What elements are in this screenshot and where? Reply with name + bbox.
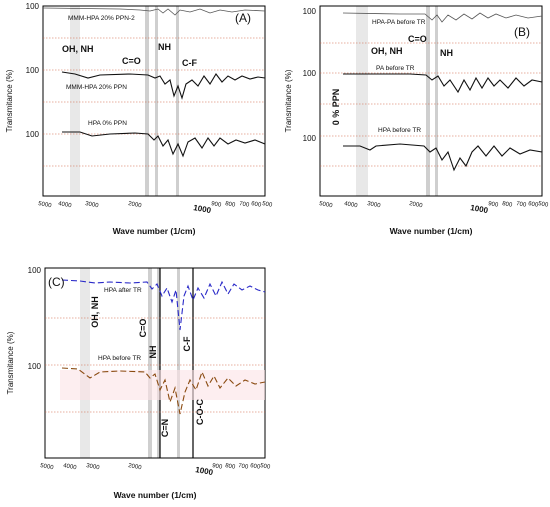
x-tick-label: 1000	[193, 203, 213, 215]
band-oh-nh	[80, 268, 90, 458]
side-label-0-ppn: 0 % PPN	[331, 89, 341, 126]
panel-label: (A)	[235, 11, 251, 25]
annotation-c-f: C-F	[182, 58, 197, 68]
panel-a: (A) MMM-HPA 20% PPN-2 MMM-HPA 20% PPN HP…	[5, 2, 273, 236]
y-axis-label: Transmitance (%)	[5, 69, 14, 132]
x-tick-label: 5000	[319, 201, 334, 209]
x-tick-label: 600	[250, 463, 262, 471]
y-tick-label: 100	[26, 66, 40, 75]
band-c-o	[145, 6, 149, 196]
band-nh	[155, 6, 158, 196]
band-c-o	[426, 6, 430, 196]
band-c-o	[148, 268, 152, 458]
annotation-oh-nh: OH, NH	[371, 46, 403, 56]
x-tick-label: 3000	[367, 201, 382, 209]
y-tick-label: 100	[28, 362, 42, 371]
trace-hpa-pa-before-tr	[342, 12, 543, 23]
trace-label: HPA after TR	[104, 287, 142, 294]
x-tick-label: 900	[212, 463, 224, 471]
x-tick-label: 5000	[38, 201, 53, 209]
panel-c: (C) HPA after TR HPA before TR OH, NH C=…	[6, 266, 271, 500]
annotation-nh: NH	[158, 42, 171, 52]
x-tick-label: 500	[538, 201, 550, 209]
x-tick-label: 4000	[58, 201, 73, 209]
trace-label: PA before TR	[376, 65, 415, 72]
annotation-nh: NH	[148, 346, 158, 359]
x-ticks-c: 5000 4000 3000 2000 1000 900 800 700 600…	[40, 463, 272, 477]
y-tick-label: 100	[26, 130, 40, 139]
y-axis-label: Transmitance (%)	[284, 69, 293, 132]
trace-hpa-before-tr	[61, 367, 266, 415]
x-tick-label: 800	[225, 463, 237, 471]
band-c-f	[177, 268, 180, 458]
annotation-oh-nh: OH, NH	[90, 296, 100, 328]
y-tick-label: 100	[303, 69, 317, 78]
plot-frame	[44, 267, 266, 459]
x-tick-label: 2000	[128, 201, 143, 209]
x-axis-label: Wave number (1/cm)	[390, 226, 473, 236]
panel-b: (B) HPA-PA before TR PA before TR HPA be…	[284, 5, 550, 236]
band-nh	[435, 6, 438, 196]
x-tick-label: 2000	[128, 463, 143, 471]
band-oh-nh	[356, 6, 368, 196]
trace-label: MMM-HPA 20% PPN-2	[68, 15, 135, 22]
trace-label: MMM-HPA 20% PPN	[66, 84, 127, 91]
x-tick-label: 1000	[470, 203, 490, 215]
x-ticks-b: 5000 4000 3000 2000 1000 900 800 700 600…	[319, 201, 550, 215]
x-ticks-a: 5000 4000 3000 2000 1000 900 800 700 600…	[38, 201, 274, 215]
trace-label: HPA 0% PPN	[88, 120, 127, 127]
x-axis-label: Wave number (1/cm)	[114, 490, 197, 500]
x-tick-label: 5000	[40, 463, 55, 471]
annotation-c-f: C-F	[182, 336, 192, 351]
x-tick-label: 3000	[85, 201, 100, 209]
x-tick-label: 700	[239, 201, 251, 209]
x-tick-label: 900	[488, 201, 500, 209]
y-tick-label: 100	[26, 2, 40, 11]
trace-hpa-0-ppn	[62, 131, 266, 158]
band-c-f	[176, 6, 179, 196]
plot-frame	[319, 5, 543, 197]
annotation-c-o: C=O	[408, 34, 427, 44]
trace-label: HPA-PA before TR	[372, 19, 426, 26]
trace-pa-before-tr	[343, 73, 543, 94]
x-axis-label: Wave number (1/cm)	[113, 226, 196, 236]
x-tick-label: 700	[238, 463, 250, 471]
fill-region	[60, 370, 265, 400]
annotation-c-o-c: C-O-C	[195, 399, 205, 425]
x-tick-label: 700	[516, 201, 528, 209]
band-c-n	[157, 268, 160, 458]
annotation-oh-nh: OH, NH	[62, 44, 94, 54]
x-tick-label: 600	[251, 201, 263, 209]
trace-mmm-hpa-20-ppn-2	[42, 7, 266, 16]
x-tick-label: 600	[528, 201, 540, 209]
band-oh-nh	[70, 6, 80, 196]
panel-label: (B)	[514, 25, 530, 39]
y-axis-label: Transmitance (%)	[6, 331, 15, 394]
trace-mmm-hpa-20-ppn	[61, 71, 266, 100]
x-tick-label: 900	[211, 201, 223, 209]
x-tick-label: 500	[262, 201, 274, 209]
trace-hpa-after-tr	[61, 279, 266, 331]
x-tick-label: 1000	[195, 465, 215, 477]
x-tick-label: 500	[260, 463, 272, 471]
annotation-c-o: C=O	[138, 319, 148, 338]
x-tick-label: 800	[502, 201, 514, 209]
x-tick-label: 3000	[86, 463, 101, 471]
annotation-c-o: C=O	[122, 56, 141, 66]
trace-hpa-before-tr	[343, 143, 543, 172]
x-tick-label: 800	[225, 201, 237, 209]
annotation-c-n: C=N	[160, 419, 170, 437]
y-tick-label: 100	[303, 7, 317, 16]
y-tick-label: 100	[28, 266, 42, 275]
plot-frame	[42, 5, 266, 197]
annotation-nh: NH	[440, 48, 453, 58]
panel-label: (C)	[48, 275, 65, 289]
x-tick-label: 2000	[409, 201, 424, 209]
x-tick-label: 4000	[63, 463, 78, 471]
x-tick-label: 4000	[344, 201, 359, 209]
y-tick-label: 100	[303, 134, 317, 143]
trace-label: HPA before TR	[378, 127, 421, 134]
trace-label: HPA before TR	[98, 355, 141, 362]
